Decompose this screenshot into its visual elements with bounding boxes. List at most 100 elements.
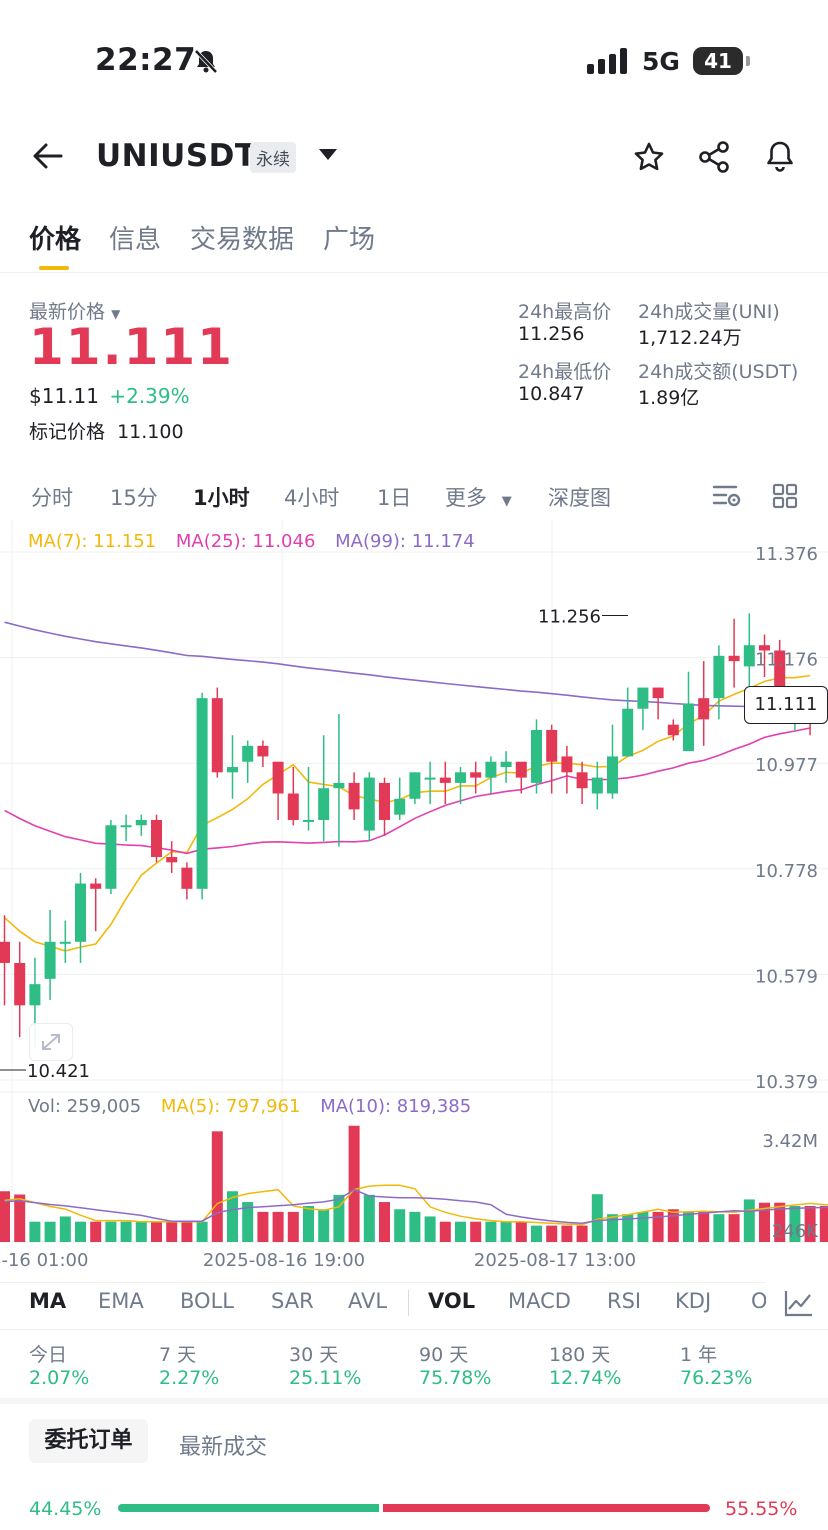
indicator-rsi[interactable]: RSI [607, 1289, 642, 1313]
volume-value: 1,712.24万 [638, 327, 742, 349]
perf-value-90d: 75.78% [419, 1367, 492, 1389]
indicator-ema[interactable]: EMA [98, 1289, 144, 1313]
latest-price-label-text: 最新价格 [29, 301, 106, 323]
fullscreen-button[interactable] [29, 1023, 73, 1061]
candle-body [90, 883, 102, 889]
interval-more[interactable]: 更多 ▼ [445, 482, 512, 512]
interval-4h[interactable]: 4小时 [284, 486, 340, 510]
volume-bar [348, 1125, 360, 1242]
volume-bar [257, 1211, 269, 1242]
indicator-ma[interactable]: MA [29, 1289, 67, 1313]
star-icon[interactable] [633, 141, 665, 173]
candle-body [455, 772, 466, 783]
volume-bar [211, 1131, 223, 1242]
volume-bar [318, 1209, 330, 1242]
indicator-sar[interactable]: SAR [271, 1289, 314, 1313]
usd-price: $11.11 [29, 384, 99, 408]
interval-15m[interactable]: 15分 [110, 486, 158, 510]
candle-body [713, 655, 725, 699]
tab-info[interactable]: 信息 [109, 225, 162, 255]
ma25-line [4, 727, 811, 855]
line-chart-icon [784, 1291, 812, 1317]
perf-label-180d: 180 天 [549, 1344, 611, 1366]
chart-labels: 11.376 11.176 10.977 10.778 10.579 10.379 11.2… [0, 544, 819, 1271]
interval-time-share[interactable]: 分时 [31, 486, 73, 510]
usd-price-row: $11.11 +2.39% [29, 384, 190, 408]
volume-axis-label: 246K [772, 1221, 819, 1242]
volume-bar [667, 1209, 679, 1242]
candle-body [181, 867, 193, 889]
tab-recent-trades[interactable]: 最新成交 [179, 1435, 268, 1460]
high-label: 24h最高价 [518, 301, 612, 323]
indicator-kdj[interactable]: KDJ [675, 1289, 712, 1313]
ma7-legend: MA(7): 11.151 [28, 531, 157, 552]
candle-body [576, 772, 588, 789]
expand-icon [42, 1034, 60, 1050]
time-axis-label: 2025-08-17 13:00 [474, 1250, 636, 1271]
candle-body [774, 650, 786, 709]
candle-body [652, 687, 664, 699]
indicator-macd[interactable]: MACD [508, 1289, 571, 1313]
indicator-separator [408, 1290, 409, 1316]
candle-body [120, 825, 132, 828]
tab-order-book[interactable]: 委托订单 [29, 1419, 148, 1463]
indicator-bottom-divider [0, 1329, 828, 1330]
volume-bar [652, 1211, 664, 1242]
tab-square[interactable]: 广场 [323, 225, 376, 255]
share-icon[interactable] [698, 141, 732, 173]
tab-trading-data[interactable]: 交易数据 [190, 225, 295, 255]
alert-bell-icon[interactable] [764, 139, 796, 173]
candle-body [409, 772, 421, 799]
volume-bar [287, 1211, 299, 1242]
price-axis-label: 10.579 [755, 966, 818, 987]
active-tab-indicator [39, 266, 69, 270]
candle-body [683, 703, 694, 752]
candle-body [59, 941, 71, 944]
volume-bar [0, 1191, 10, 1242]
volume-bar [819, 1205, 828, 1242]
mute-bell-icon [194, 49, 218, 74]
back-arrow-icon[interactable] [31, 141, 63, 171]
interval-1h[interactable]: 1小时 [193, 486, 250, 510]
volume-bar [409, 1211, 421, 1242]
candle-body [257, 745, 269, 757]
chart-grid [0, 520, 828, 1243]
candle-body [698, 698, 710, 720]
indicator-vol[interactable]: VOL [428, 1289, 476, 1313]
indicator-more[interactable]: O [751, 1289, 768, 1313]
perf-label-90d: 90 天 [419, 1344, 469, 1366]
price-axis-label: 11.376 [755, 544, 818, 565]
candle-body [637, 687, 649, 709]
volume-bar [120, 1221, 132, 1242]
volume-label: 24h成交量(UNI) [638, 301, 780, 323]
candle-body [196, 698, 208, 889]
indicator-settings-button[interactable] [766, 1282, 828, 1324]
tab-price[interactable]: 价格 [29, 225, 82, 255]
volume-bar [789, 1205, 801, 1242]
latest-price-label[interactable]: 最新价格 ▼ [29, 297, 120, 324]
pair-title[interactable]: UNIUSDT [96, 138, 257, 174]
volume-bar [713, 1214, 725, 1242]
network-type: 5G [642, 47, 680, 76]
volume-bar [759, 1202, 770, 1242]
volume-bar [774, 1202, 786, 1242]
candle-body [303, 819, 314, 822]
chart-settings-icon[interactable] [712, 483, 742, 509]
kline-chart[interactable]: 11.376 11.176 10.977 10.778 10.579 10.379 11.2… [0, 520, 828, 1280]
candle-body [728, 655, 740, 662]
interval-more-label: 更多 [445, 486, 487, 510]
candle-body [333, 782, 345, 789]
perf-label-7d: 7 天 [159, 1344, 197, 1366]
volume-bar [485, 1221, 497, 1242]
volume-bar [75, 1221, 86, 1242]
candle-body [0, 941, 10, 963]
time-axis-label: 2025-08-16 19:00 [203, 1250, 365, 1271]
caret-down-icon[interactable] [319, 149, 337, 161]
grid-layout-icon[interactable] [772, 483, 798, 509]
volume-bar [90, 1221, 102, 1242]
indicator-boll[interactable]: BOLL [180, 1289, 234, 1313]
indicator-avl[interactable]: AVL [348, 1289, 388, 1313]
interval-1d[interactable]: 1日 [377, 486, 412, 510]
indicator-top-divider [0, 1282, 828, 1283]
depth-chart-tab[interactable]: 深度图 [548, 486, 611, 510]
